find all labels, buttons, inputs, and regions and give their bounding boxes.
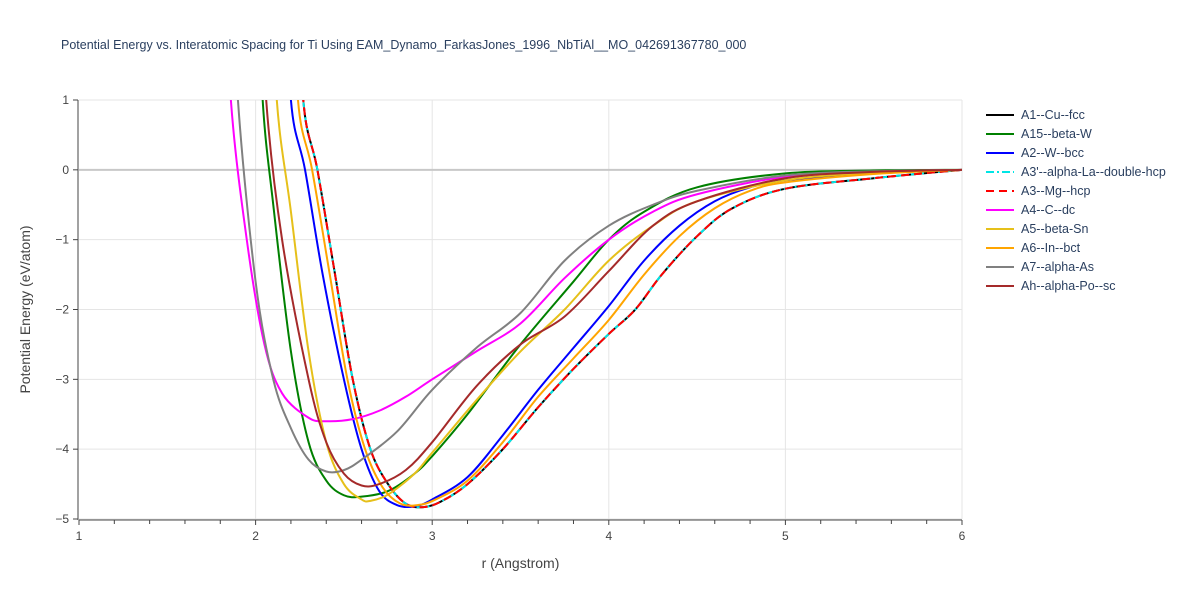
legend-label: A3'--alpha-La--double-hcp [1021,164,1166,179]
legend-label: A3--Mg--hcp [1021,183,1091,198]
legend-item[interactable]: A1--Cu--fcc [985,105,1166,124]
series-line-a6-in-bct [296,100,962,507]
series-line-a4-c-dc [229,100,962,423]
x-tick-label: 1 [76,529,83,543]
series-line-ah-alpha-po-sc [265,100,962,488]
y-tick-label: −2 [55,303,69,317]
x-tick-label: 2 [252,529,259,543]
series-group [229,100,962,509]
legend-label: A1--Cu--fcc [1021,107,1085,122]
legend-label: A4--C--dc [1021,202,1076,217]
legend-swatch [986,265,1014,268]
legend-swatch [986,284,1014,287]
legend-label: A2--W--bcc [1021,145,1084,160]
legend-swatch [986,132,1014,135]
legend-swatch [986,189,1014,192]
y-tick-label: 0 [62,163,69,177]
legend-item[interactable]: A5--beta-Sn [985,219,1166,238]
series-line-a3-mg-hcp [302,100,962,509]
series-line-a7-alpha-as [236,100,962,474]
legend-swatch [986,170,1014,173]
chart-title: Potential Energy vs. Interatomic Spacing… [61,38,747,52]
y-tick-label: −1 [55,233,69,247]
y-tick-label: −4 [55,442,69,456]
legend-label: A5--beta-Sn [1021,221,1089,236]
legend-item[interactable]: A3--Mg--hcp [985,181,1166,200]
legend-item[interactable]: Ah--alpha-Po--sc [985,276,1166,295]
legend: A1--Cu--fcc A15--beta-W A2--W--bcc A3'--alp… [985,105,1166,295]
legend-item[interactable]: A7--alpha-As [985,257,1166,276]
y-axis-title: Potential Energy (eV/atom) [17,225,33,393]
series-line-a2-w-bcc [289,100,962,509]
y-tick-label: −5 [55,512,69,526]
x-tick-label: 6 [959,529,966,543]
y-tick-label: 1 [62,93,69,107]
legend-swatch [986,151,1014,154]
legend-swatch [986,246,1014,249]
legend-label: A15--beta-W [1021,126,1092,141]
legend-swatch [986,208,1014,211]
x-tick-label: 3 [429,529,436,543]
x-tick-label: 4 [605,529,612,543]
x-tick-label: 5 [782,529,789,543]
legend-swatch [986,113,1014,116]
legend-swatch [986,227,1014,230]
y-tick-label: −3 [55,372,69,386]
legend-label: A6--In--bct [1021,240,1081,255]
legend-item[interactable]: A15--beta-W [985,124,1166,143]
legend-item[interactable]: A4--C--dc [985,200,1166,219]
legend-label: Ah--alpha-Po--sc [1021,278,1116,293]
legend-item[interactable]: A2--W--bcc [985,143,1166,162]
legend-label: A7--alpha-As [1021,259,1094,274]
series-line-a5-beta-sn [275,100,962,503]
x-axis-title: r (Angstrom) [482,555,560,571]
legend-item[interactable]: A3'--alpha-La--double-hcp [985,162,1166,181]
legend-item[interactable]: A6--In--bct [985,238,1166,257]
